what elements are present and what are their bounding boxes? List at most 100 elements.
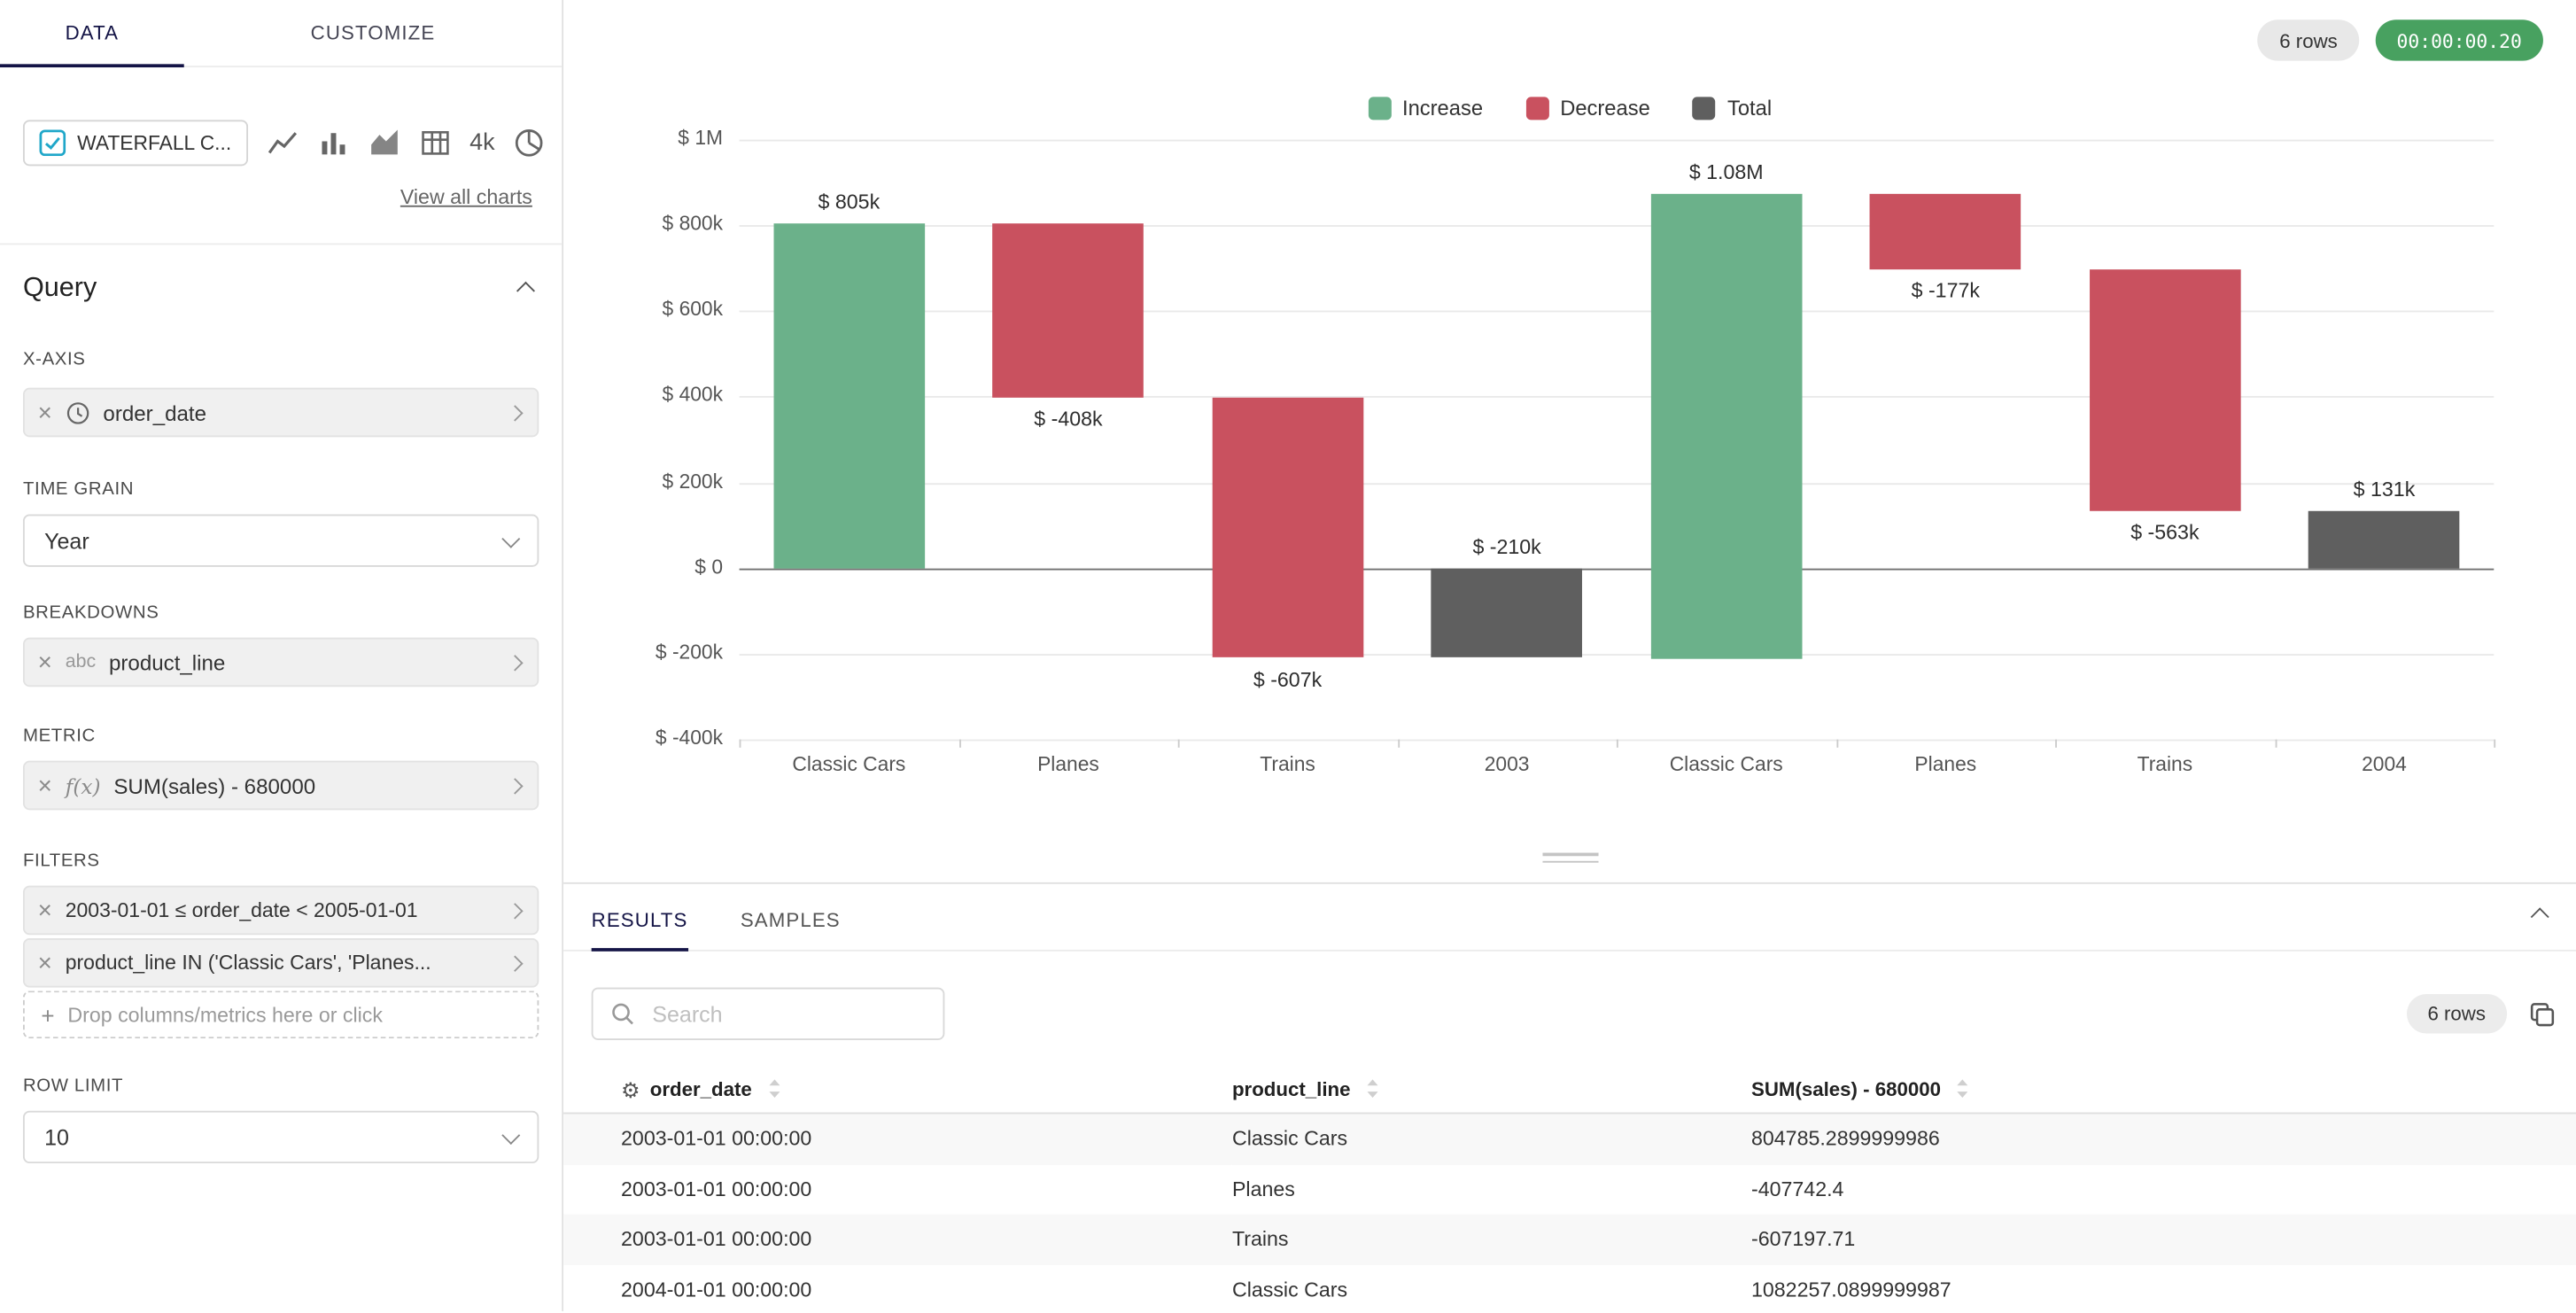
chevron-right-icon[interactable] <box>507 404 524 421</box>
column-header-product_line[interactable]: product_line <box>1231 1068 1752 1115</box>
column-header-label: product_line <box>1231 1076 1351 1100</box>
sort-icon[interactable] <box>1365 1078 1380 1103</box>
waterfall-bar-decrease[interactable] <box>2089 270 2241 512</box>
x-axis-chip[interactable]: × order_date <box>22 387 539 438</box>
big-number-chart-icon[interactable]: 4k <box>469 129 495 157</box>
table-chart-icon[interactable] <box>419 126 452 160</box>
breakdowns-chip[interactable]: × abc product_line <box>22 637 539 688</box>
table-cell: 2003-01-01 00:00:00 <box>621 1177 812 1201</box>
checkbox-checked-icon <box>39 129 66 157</box>
bar-chart-icon[interactable] <box>317 126 350 160</box>
bar-value-label: $ -210k <box>1472 535 1541 559</box>
legend-label: Increase <box>1401 95 1484 120</box>
filter-chip-product-line[interactable]: × product_line IN ('Classic Cars', 'Plan… <box>22 937 539 988</box>
remove-icon[interactable]: × <box>37 896 52 925</box>
legend-label: Total <box>1726 95 1773 120</box>
remove-icon[interactable]: × <box>37 771 52 800</box>
row-count-badge: 6 rows <box>2258 19 2359 61</box>
y-axis-tick-label: $ -400k <box>655 726 724 750</box>
bar-value-label: $ -408k <box>1034 408 1103 431</box>
metric-value: SUM(sales) - 680000 <box>113 773 316 798</box>
waterfall-bar-decrease[interactable] <box>1212 398 1363 658</box>
chevron-right-icon[interactable] <box>507 954 524 971</box>
table-row[interactable]: 2003-01-01 00:00:00 Planes -407742.4 <box>563 1164 2576 1215</box>
waterfall-bar-increase[interactable] <box>1650 194 1803 658</box>
x-axis-tick <box>958 739 961 748</box>
y-axis-tick-label: $ 0 <box>694 555 724 579</box>
table-cell: 804785.2899999986 <box>1751 1127 1940 1151</box>
view-all-charts-link[interactable]: View all charts <box>400 185 532 209</box>
x-axis-tick <box>1835 739 1838 748</box>
drop-hint: Drop columns/metrics here or click <box>67 1003 383 1027</box>
remove-icon[interactable]: × <box>37 398 52 427</box>
bar-value-label: $ 131k <box>2353 478 2416 502</box>
metric-chip[interactable]: × f(x) SUM(sales) - 680000 <box>22 760 539 811</box>
gridline <box>739 653 2495 656</box>
copy-icon[interactable] <box>2528 1000 2557 1029</box>
resize-handle[interactable] <box>1541 852 1598 868</box>
x-axis-tick <box>2494 739 2496 748</box>
waterfall-bar-total[interactable] <box>2308 511 2460 569</box>
legend-item-increase[interactable]: Increase <box>1368 96 1483 120</box>
chevron-right-icon[interactable] <box>507 902 524 919</box>
remove-icon[interactable]: × <box>37 648 52 677</box>
tab-samples[interactable]: SAMPLES <box>740 908 841 932</box>
breakdowns-value: product_line <box>108 649 226 675</box>
remove-icon[interactable]: × <box>37 949 52 977</box>
results-tabs: RESULTS SAMPLES <box>563 884 2576 952</box>
waterfall-bar-total[interactable] <box>1431 568 1583 658</box>
table-cell: Trains <box>1231 1227 1289 1251</box>
table-row[interactable]: 2003-01-01 00:00:00 Trains -607197.71 <box>563 1214 2576 1265</box>
x-axis-category-label: Classic Cars <box>792 752 906 776</box>
results-row-count-badge: 6 rows <box>2406 994 2508 1034</box>
legend-swatch-icon <box>1368 96 1392 120</box>
row-limit-select[interactable]: 10 <box>22 1110 539 1164</box>
gridline <box>739 311 2495 313</box>
chevron-right-icon[interactable] <box>507 777 524 794</box>
time-grain-select[interactable]: Year <box>22 514 539 567</box>
legend-swatch-icon <box>1693 96 1716 120</box>
tab-results[interactable]: RESULTS <box>591 909 688 952</box>
bar-value-label: $ -607k <box>1253 667 1323 691</box>
table-row[interactable]: 2003-01-01 00:00:00 Classic Cars 804785.28… <box>563 1113 2576 1164</box>
chart-type-row: WATERFALL C... 4k <box>22 120 543 167</box>
bar-value-label: $ 1.08M <box>1688 161 1764 185</box>
y-axis-tick-label: $ 400k <box>662 383 724 407</box>
x-axis-label: X-AXIS <box>22 350 86 370</box>
plus-icon: + <box>41 1001 55 1029</box>
time-grain-label: TIME GRAIN <box>22 479 135 500</box>
column-header-order_date[interactable]: ⚙ order_date <box>563 1068 1232 1115</box>
search-icon <box>609 1000 636 1035</box>
filter-value: product_line IN ('Classic Cars', 'Planes… <box>65 951 431 975</box>
line-chart-icon[interactable] <box>266 126 299 160</box>
x-axis-tick <box>2274 739 2277 748</box>
function-icon: f(x) <box>65 773 101 798</box>
timer-badge: 00:00:00.20 <box>2375 19 2543 61</box>
waterfall-bar-decrease[interactable] <box>992 223 1144 399</box>
chart-type-selected[interactable]: WATERFALL C... <box>22 120 248 167</box>
sort-icon[interactable] <box>1956 1078 1971 1103</box>
table-row[interactable]: 2004-01-01 00:00:00 Classic Cars 1082257.0… <box>563 1264 2576 1313</box>
tab-customize[interactable]: CUSTOMIZE <box>310 21 436 45</box>
gridline <box>739 482 2495 485</box>
legend-item-decrease[interactable]: Decrease <box>1525 96 1650 120</box>
filters-drop-zone[interactable]: + Drop columns/metrics here or click <box>22 991 539 1039</box>
filter-chip-date[interactable]: × 2003-01-01 ≤ order_date < 2005-01-01 <box>22 885 539 936</box>
legend-label: Decrease <box>1560 95 1650 120</box>
gear-icon[interactable]: ⚙ <box>621 1076 640 1102</box>
legend-item-total[interactable]: Total <box>1693 96 1772 120</box>
y-axis-tick-label: $ 200k <box>662 469 724 493</box>
tab-data[interactable]: DATA <box>0 0 184 68</box>
search-input[interactable] <box>591 987 945 1040</box>
column-header-label: SUM(sales) - 680000 <box>1751 1076 1942 1100</box>
zero-axis-line <box>739 568 2495 570</box>
sort-icon[interactable] <box>767 1078 782 1103</box>
pie-chart-icon[interactable] <box>513 126 546 160</box>
area-chart-icon[interactable] <box>368 126 400 160</box>
table-cell: 2004-01-01 00:00:00 <box>621 1278 812 1301</box>
chevron-right-icon[interactable] <box>507 654 524 671</box>
collapse-query-icon[interactable] <box>516 280 535 299</box>
column-header-sum-sales---680000[interactable]: SUM(sales) - 680000 <box>1751 1068 2576 1115</box>
waterfall-bar-increase[interactable] <box>773 223 925 569</box>
waterfall-bar-decrease[interactable] <box>1869 194 2021 271</box>
